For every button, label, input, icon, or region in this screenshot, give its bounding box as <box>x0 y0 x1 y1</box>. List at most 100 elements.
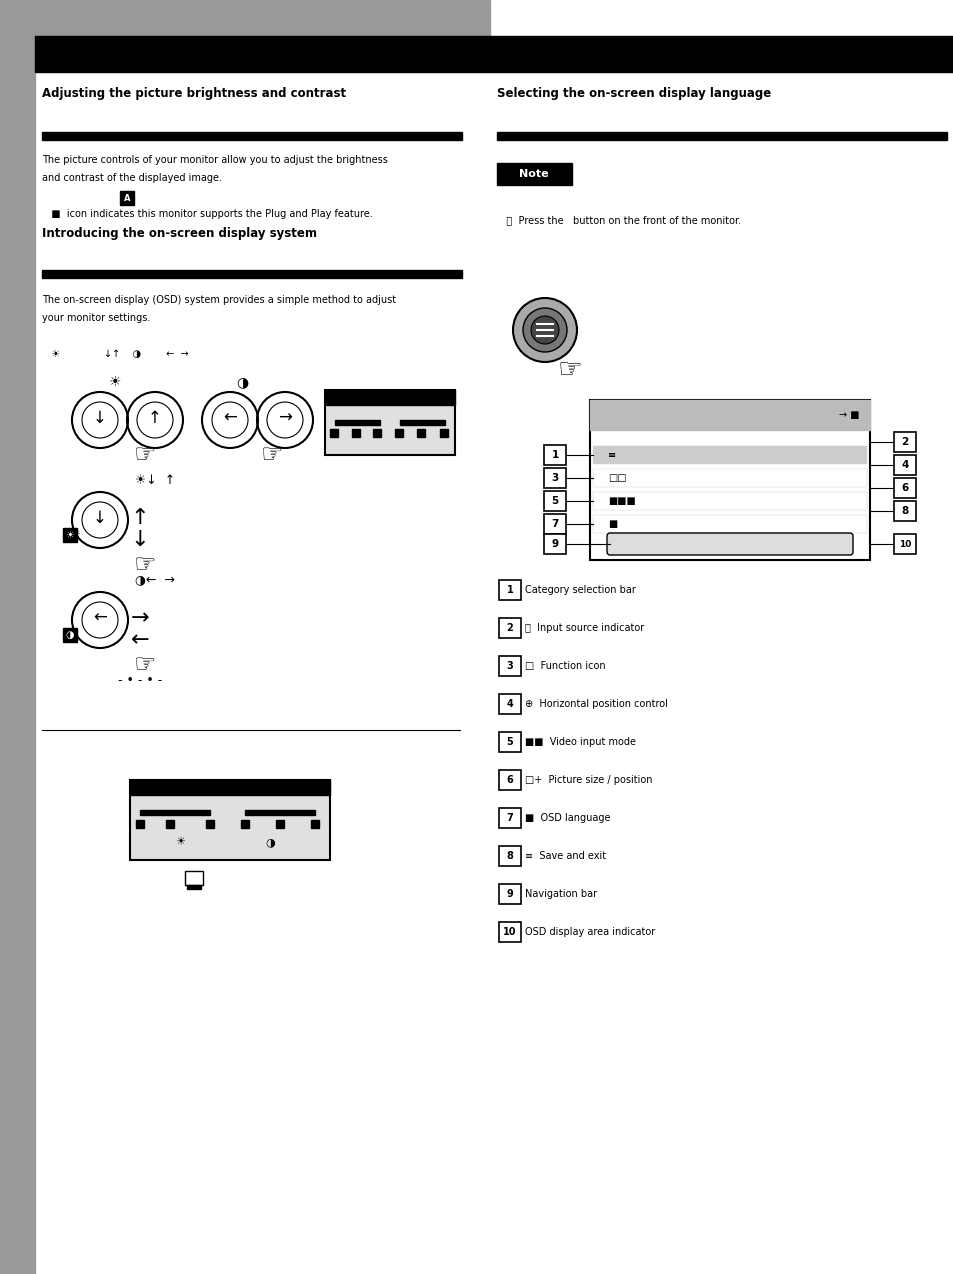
Text: ☞: ☞ <box>133 443 156 468</box>
Bar <box>0 0 490 52</box>
Bar <box>893 534 915 554</box>
Text: 1: 1 <box>506 585 513 595</box>
Text: ■■  Video input mode: ■■ Video input mode <box>524 736 636 747</box>
Bar <box>130 780 330 860</box>
Bar <box>241 820 249 828</box>
Text: 7: 7 <box>506 813 513 823</box>
Bar <box>136 820 144 828</box>
Text: Note: Note <box>518 169 548 180</box>
Bar <box>543 513 565 534</box>
Bar <box>335 420 379 426</box>
Text: →: → <box>277 409 292 427</box>
Text: ■  icon indicates this monitor supports the Plug and Play feature.: ■ icon indicates this monitor supports t… <box>42 209 373 219</box>
Bar <box>497 132 946 140</box>
Text: 3: 3 <box>551 473 558 483</box>
Text: ◑: ◑ <box>66 631 74 640</box>
Text: □+  Picture size / position: □+ Picture size / position <box>524 775 652 785</box>
Bar <box>311 820 318 828</box>
Bar <box>498 808 520 828</box>
FancyBboxPatch shape <box>606 533 852 555</box>
Bar <box>498 618 520 638</box>
Text: OSD display area indicator: OSD display area indicator <box>524 927 655 936</box>
Bar <box>42 270 461 278</box>
Circle shape <box>531 316 558 344</box>
Text: ☀: ☀ <box>171 784 179 792</box>
Text: ↓: ↓ <box>93 510 107 527</box>
Bar <box>543 445 565 465</box>
Text: Introducing the on-screen display system: Introducing the on-screen display system <box>42 227 316 240</box>
Text: ☀: ☀ <box>66 530 74 540</box>
Bar <box>206 820 213 828</box>
Text: 2: 2 <box>901 437 907 447</box>
Bar <box>399 420 444 426</box>
Text: 1: 1 <box>551 450 558 460</box>
Text: ⨉  Press the   button on the front of the monitor.: ⨉ Press the button on the front of the m… <box>497 215 740 225</box>
Text: ☀              ↓↑    ◑        ←  →: ☀ ↓↑ ◑ ← → <box>42 349 189 359</box>
Text: 9: 9 <box>506 889 513 899</box>
Bar <box>543 490 565 511</box>
Text: →: → <box>131 608 150 628</box>
Bar <box>120 191 133 205</box>
Text: ↓: ↓ <box>131 530 150 550</box>
Text: ◑: ◑ <box>416 392 424 403</box>
Bar <box>497 163 572 185</box>
Text: □□: □□ <box>607 473 626 483</box>
Bar <box>893 432 915 452</box>
Bar <box>893 501 915 521</box>
Bar <box>498 656 520 676</box>
Text: 2: 2 <box>506 623 513 633</box>
Text: 10: 10 <box>898 539 910 549</box>
Text: → ■: → ■ <box>839 410 859 420</box>
Bar <box>543 534 565 554</box>
Text: and contrast of the displayed image.: and contrast of the displayed image. <box>42 173 222 183</box>
Bar <box>589 400 869 431</box>
Bar <box>498 580 520 600</box>
Text: A: A <box>124 194 131 203</box>
Bar <box>498 694 520 713</box>
Text: ⨉  Input source indicator: ⨉ Input source indicator <box>524 623 643 633</box>
Bar <box>187 885 201 889</box>
Text: 8: 8 <box>901 506 907 516</box>
Text: ↑: ↑ <box>148 409 162 427</box>
Text: ↑: ↑ <box>131 508 150 527</box>
Text: 10: 10 <box>503 927 517 936</box>
Bar <box>593 469 866 487</box>
Bar <box>373 429 380 437</box>
Bar <box>140 810 210 815</box>
Text: The picture controls of your monitor allow you to adjust the brightness: The picture controls of your monitor all… <box>42 155 388 166</box>
Text: ◑: ◑ <box>271 784 279 792</box>
Text: ←: ← <box>131 631 150 650</box>
Bar <box>166 820 173 828</box>
Bar <box>63 628 77 642</box>
Bar <box>498 922 520 941</box>
Bar <box>498 733 520 752</box>
Text: ☞: ☞ <box>557 355 582 383</box>
Text: ←: ← <box>93 609 107 627</box>
Text: 8: 8 <box>506 851 513 861</box>
Bar <box>543 468 565 488</box>
Text: ←: ← <box>223 409 236 427</box>
Bar <box>498 846 520 866</box>
Bar <box>35 36 953 73</box>
Bar <box>275 820 284 828</box>
Text: ↓: ↓ <box>93 409 107 427</box>
Bar <box>593 515 866 533</box>
Text: ☀: ☀ <box>109 375 121 389</box>
Bar <box>498 884 520 905</box>
Text: 6: 6 <box>506 775 513 785</box>
Bar <box>593 492 866 510</box>
Text: ☀: ☀ <box>70 530 80 540</box>
Circle shape <box>522 308 566 352</box>
Text: 5: 5 <box>551 496 558 506</box>
Bar <box>325 390 455 405</box>
Text: Selecting the on-screen display language: Selecting the on-screen display language <box>497 87 770 99</box>
Text: 4: 4 <box>901 460 908 470</box>
Bar <box>593 446 866 464</box>
Bar <box>130 780 330 795</box>
Bar <box>893 455 915 475</box>
Text: 7: 7 <box>551 519 558 529</box>
Bar <box>589 400 869 561</box>
Text: ☀: ☀ <box>355 392 364 403</box>
Bar <box>42 132 461 140</box>
Text: 3: 3 <box>506 661 513 671</box>
